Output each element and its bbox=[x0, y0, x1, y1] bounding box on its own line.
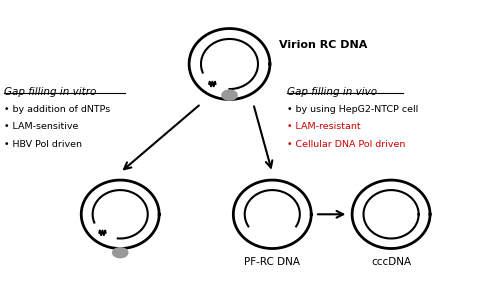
Text: Gap filling in vivo: Gap filling in vivo bbox=[286, 87, 377, 97]
Text: Gap filling in vitro: Gap filling in vitro bbox=[4, 87, 96, 97]
Text: • LAM-sensitive: • LAM-sensitive bbox=[4, 122, 78, 131]
Text: • HBV Pol driven: • HBV Pol driven bbox=[4, 140, 82, 149]
Text: PF-RC DNA: PF-RC DNA bbox=[244, 257, 300, 267]
Ellipse shape bbox=[222, 90, 237, 100]
Text: • by addition of dNTPs: • by addition of dNTPs bbox=[4, 104, 110, 114]
Text: Virion RC DNA: Virion RC DNA bbox=[280, 40, 368, 50]
Text: • by using HepG2-NTCP cell: • by using HepG2-NTCP cell bbox=[286, 104, 418, 114]
Text: cccDNA: cccDNA bbox=[371, 257, 411, 267]
Ellipse shape bbox=[113, 248, 128, 258]
Text: • LAM-resistant: • LAM-resistant bbox=[286, 122, 360, 131]
Text: • Cellular DNA Pol driven: • Cellular DNA Pol driven bbox=[286, 140, 405, 149]
